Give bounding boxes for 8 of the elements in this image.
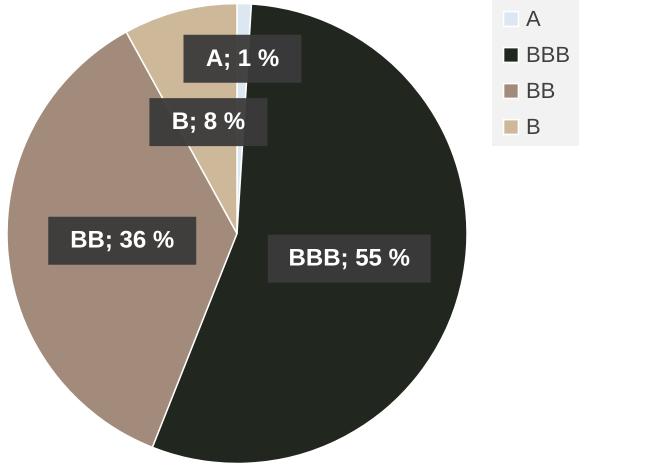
legend-label: BB	[526, 78, 556, 103]
data-label: BBB; 55 %	[288, 244, 410, 272]
legend-label: BBB	[526, 42, 570, 67]
legend-label: B	[526, 114, 541, 139]
data-label: B; 8 %	[172, 108, 246, 136]
data-label: BB; 36 %	[70, 226, 174, 254]
legend-label: A	[526, 6, 541, 31]
data-label: A; 1 %	[206, 44, 280, 72]
